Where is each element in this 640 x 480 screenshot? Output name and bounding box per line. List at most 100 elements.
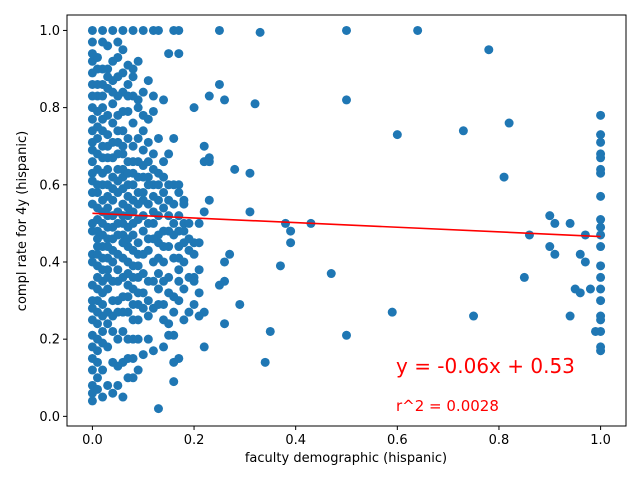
data-point bbox=[199, 207, 209, 217]
data-point bbox=[164, 49, 174, 59]
data-point bbox=[113, 37, 123, 47]
data-point bbox=[184, 307, 194, 317]
data-point bbox=[138, 25, 148, 35]
data-point bbox=[128, 299, 138, 309]
data-point bbox=[133, 238, 143, 248]
data-point bbox=[108, 137, 118, 147]
data-point bbox=[484, 45, 494, 55]
x-axis-ticks: 0.0 0.2 0.4 0.6 0.8 1.0 bbox=[82, 426, 611, 448]
data-point bbox=[113, 149, 123, 159]
r-squared-label: r^2 = 0.0028 bbox=[396, 397, 499, 415]
data-point bbox=[143, 137, 153, 147]
data-point bbox=[128, 64, 138, 74]
data-point bbox=[138, 303, 148, 313]
data-point bbox=[550, 218, 560, 228]
data-point bbox=[103, 342, 113, 352]
data-point bbox=[174, 276, 184, 286]
data-point bbox=[565, 311, 575, 321]
data-point bbox=[138, 126, 148, 136]
data-point bbox=[504, 118, 514, 128]
data-point bbox=[143, 157, 153, 167]
x-tick-label: 0.8 bbox=[489, 433, 510, 448]
data-point bbox=[565, 218, 575, 228]
data-point bbox=[204, 91, 214, 101]
data-point bbox=[326, 269, 336, 279]
data-point bbox=[159, 242, 169, 252]
data-point bbox=[108, 99, 118, 109]
data-point bbox=[128, 25, 138, 35]
y-tick-label: 0.6 bbox=[39, 178, 60, 193]
data-point bbox=[103, 380, 113, 390]
data-point bbox=[596, 130, 606, 140]
data-point bbox=[387, 307, 397, 317]
data-point bbox=[123, 133, 133, 143]
data-point bbox=[174, 25, 184, 35]
data-point bbox=[596, 315, 606, 325]
data-point bbox=[87, 257, 97, 267]
data-point bbox=[148, 149, 158, 159]
data-point bbox=[113, 380, 123, 390]
data-point bbox=[103, 203, 113, 213]
data-point bbox=[87, 296, 97, 306]
data-point bbox=[174, 211, 184, 221]
data-point bbox=[214, 25, 224, 35]
data-point bbox=[87, 188, 97, 198]
data-point bbox=[87, 25, 97, 35]
data-point bbox=[596, 222, 606, 232]
data-point bbox=[92, 122, 102, 132]
data-point bbox=[153, 299, 163, 309]
data-point bbox=[286, 238, 296, 248]
data-point bbox=[580, 230, 590, 240]
data-point bbox=[108, 234, 118, 244]
data-point bbox=[92, 203, 102, 213]
data-point bbox=[92, 272, 102, 282]
data-point bbox=[98, 326, 108, 336]
data-point bbox=[596, 272, 606, 282]
plot-area-frame bbox=[66, 14, 627, 427]
data-point bbox=[87, 168, 97, 178]
fit-layer bbox=[92, 212, 601, 238]
data-point bbox=[159, 315, 169, 325]
data-point bbox=[103, 222, 113, 232]
data-point bbox=[123, 280, 133, 290]
data-point bbox=[189, 103, 199, 113]
data-point bbox=[118, 25, 128, 35]
data-point bbox=[585, 284, 595, 294]
data-point bbox=[204, 157, 214, 167]
data-point bbox=[260, 357, 270, 367]
data-point bbox=[143, 180, 153, 190]
data-point bbox=[153, 25, 163, 35]
data-point bbox=[87, 365, 97, 375]
data-point bbox=[596, 242, 606, 252]
data-point bbox=[108, 87, 118, 97]
data-point bbox=[133, 365, 143, 375]
data-point bbox=[138, 110, 148, 120]
data-point bbox=[148, 191, 158, 201]
data-point bbox=[153, 133, 163, 143]
data-point bbox=[148, 91, 158, 101]
data-point bbox=[92, 106, 102, 116]
data-point bbox=[596, 296, 606, 306]
data-point bbox=[194, 311, 204, 321]
data-point bbox=[148, 106, 158, 116]
data-point bbox=[98, 141, 108, 151]
y-tick-label: 1.0 bbox=[39, 24, 60, 39]
data-point bbox=[214, 280, 224, 290]
data-point bbox=[265, 326, 275, 336]
data-point bbox=[113, 72, 123, 82]
data-point bbox=[138, 87, 148, 97]
data-point bbox=[159, 188, 169, 198]
data-point bbox=[108, 56, 118, 66]
data-point bbox=[545, 242, 555, 252]
data-point bbox=[184, 234, 194, 244]
data-point bbox=[204, 195, 214, 205]
data-point bbox=[108, 257, 118, 267]
data-point bbox=[174, 296, 184, 306]
data-point bbox=[118, 184, 128, 194]
data-point bbox=[153, 404, 163, 414]
data-point bbox=[458, 126, 468, 136]
data-point bbox=[123, 168, 133, 178]
x-tick-label: 1.0 bbox=[590, 433, 611, 448]
data-point bbox=[245, 168, 255, 178]
